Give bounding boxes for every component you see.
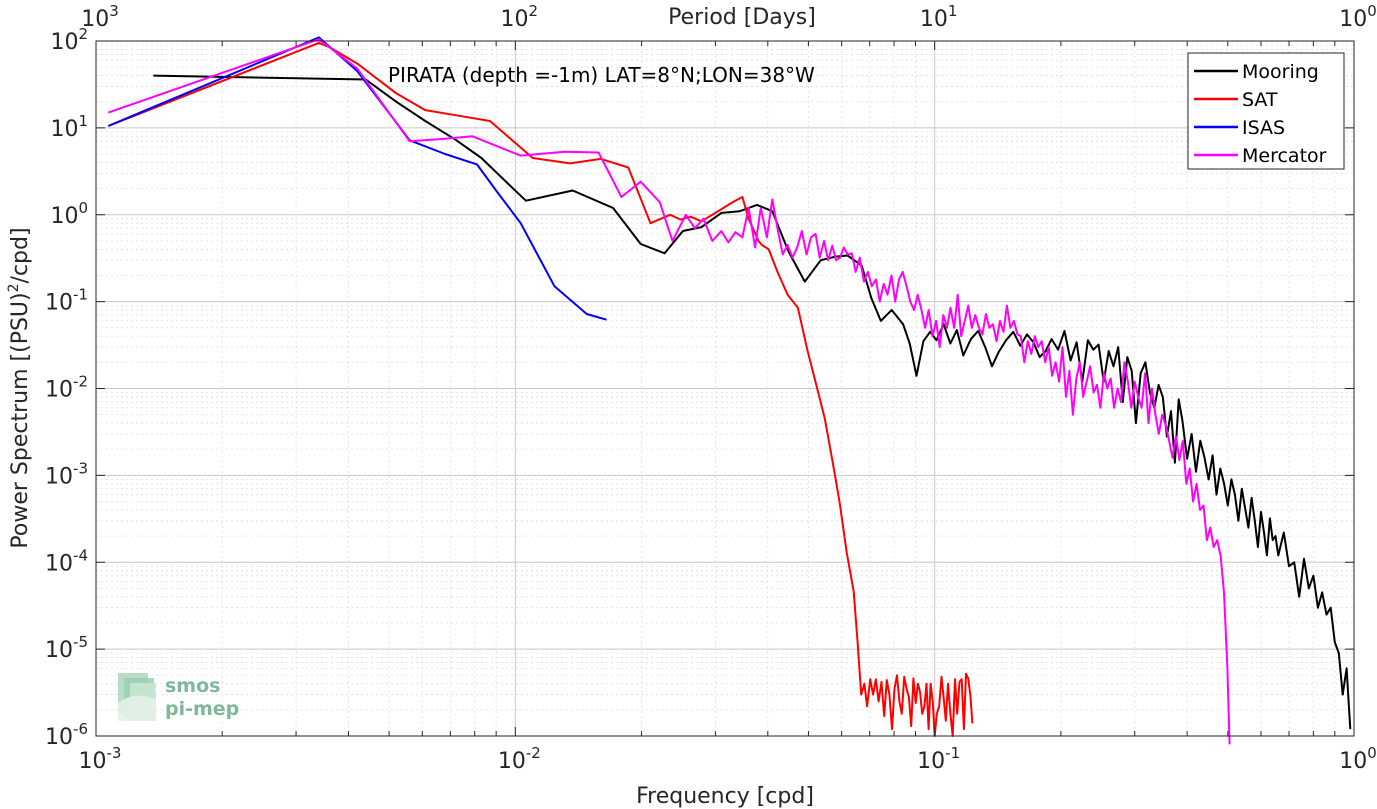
smos-logo-icon bbox=[118, 673, 156, 721]
y-tick-label: 10-4 bbox=[45, 546, 88, 576]
legend-label-mooring: Mooring bbox=[1242, 61, 1319, 83]
y-tick-label: 102 bbox=[50, 25, 88, 55]
y-tick-label: 10-5 bbox=[45, 633, 88, 663]
tick-marks bbox=[95, 40, 1355, 737]
y-axis-title-tail: /cpd] bbox=[8, 227, 33, 283]
series-layer bbox=[107, 36, 1352, 745]
x-tick-label: 100 bbox=[1339, 744, 1377, 774]
y-tick-label: 10-3 bbox=[45, 459, 88, 489]
legend-box bbox=[1187, 52, 1345, 170]
top-tick-label: 102 bbox=[501, 2, 539, 32]
legend-label-sat: SAT bbox=[1242, 89, 1278, 111]
legend-label-isas: ISAS bbox=[1242, 117, 1285, 139]
logo-line1: smos bbox=[165, 675, 220, 697]
y-axis-title-superscript: 2 bbox=[6, 283, 22, 292]
x-tick-label: 10-3 bbox=[79, 744, 122, 774]
y-tick-label: 10-1 bbox=[45, 286, 88, 316]
legend-label-mercator: Mercator bbox=[1242, 145, 1327, 167]
y-tick-label: 100 bbox=[50, 199, 88, 229]
y-tick-label: 101 bbox=[50, 112, 88, 142]
series-line-mooring bbox=[153, 74, 1352, 730]
top-tick-label: 101 bbox=[920, 2, 958, 32]
series-line-sat bbox=[107, 41, 974, 737]
y-axis-title-main: Power Spectrum [(PSU) bbox=[8, 292, 33, 548]
smos-pi-mep-logo: smos pi-mep bbox=[118, 673, 239, 721]
top-tick-label: 100 bbox=[1339, 2, 1377, 32]
legend: Mooring SAT ISAS Mercator bbox=[1187, 52, 1345, 170]
y-axis-title: Power Spectrum [(PSU)2/cpd] bbox=[6, 227, 33, 548]
x-tick-label: 10-1 bbox=[917, 744, 960, 774]
chart-title: PIRATA (depth =-1m) LAT=8°N;LON=38°W bbox=[388, 63, 815, 87]
x-tick-label: 10-2 bbox=[498, 744, 541, 774]
x-axis-title: Frequency [cpd] bbox=[636, 784, 814, 809]
series-line-mercator bbox=[107, 38, 1231, 745]
y-tick-label: 10-2 bbox=[45, 373, 88, 403]
y-tick-label: 10-6 bbox=[45, 720, 88, 750]
top-tick-label: 103 bbox=[81, 2, 119, 32]
logo-line2: pi-mep bbox=[165, 698, 239, 720]
top-axis-title: Period [Days] bbox=[668, 5, 816, 30]
